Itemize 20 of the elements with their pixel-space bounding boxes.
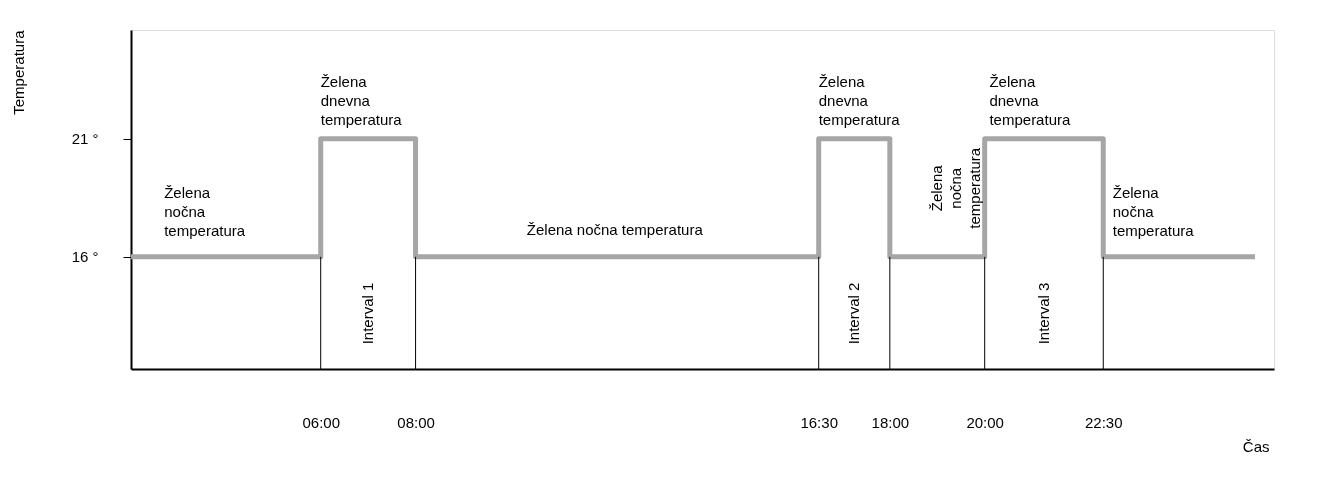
y-tick-label: 16 ° <box>71 248 99 266</box>
annotation: Želena nočna temperatura <box>164 184 246 239</box>
x-tick-label: 08:00 <box>397 413 435 431</box>
annotation: Želena nočna temperatura <box>526 220 704 238</box>
y-axis-title: Temperatura <box>9 29 27 115</box>
y-tick-label: 21 ° <box>71 130 99 148</box>
annotation: Želena nočna temperatura <box>928 147 984 229</box>
x-tick-label: 20:00 <box>966 413 1004 431</box>
annotation: Interval 1 <box>359 282 377 345</box>
x-axis-title: Čas <box>1242 437 1270 455</box>
annotation: Želena dnevna temperatura <box>320 72 403 128</box>
annotation: Interval 3 <box>1034 282 1052 345</box>
x-tick-label: 16:30 <box>800 413 838 431</box>
annotation: Interval 2 <box>845 282 863 345</box>
x-tick-label: 18:00 <box>871 413 910 431</box>
x-tick-label: 22:30 <box>1084 413 1123 431</box>
annotation: Želena nočna temperatura <box>1112 184 1195 239</box>
annotation: Želena dnevna temperatura <box>989 72 1071 128</box>
annotation: Želena dnevna temperatura <box>818 72 901 128</box>
x-tick-label: 06:00 <box>302 413 340 431</box>
